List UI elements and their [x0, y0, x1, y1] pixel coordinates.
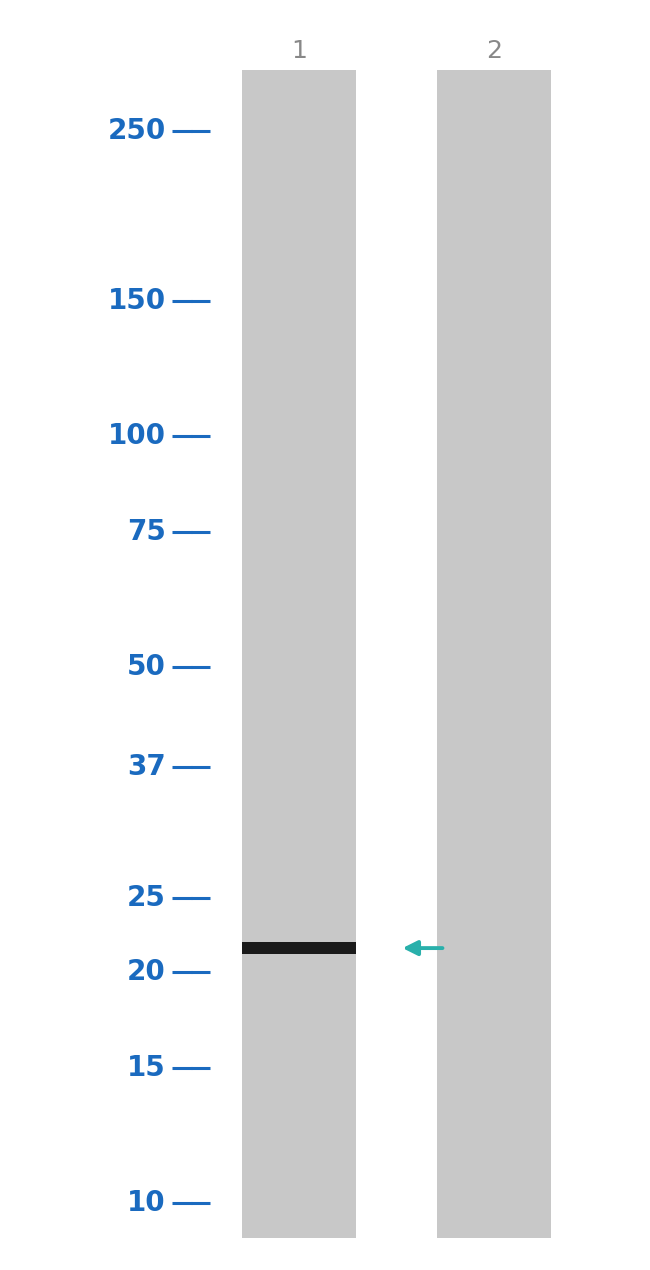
- Text: 10: 10: [127, 1189, 166, 1217]
- Bar: [242, 942, 356, 955]
- Text: 37: 37: [127, 753, 166, 781]
- Text: 150: 150: [108, 287, 166, 315]
- Text: 1: 1: [291, 39, 307, 64]
- Text: 75: 75: [127, 518, 166, 546]
- Text: 100: 100: [108, 422, 166, 450]
- Bar: [437, 70, 551, 1238]
- Text: 2: 2: [486, 39, 502, 64]
- Text: 20: 20: [127, 958, 166, 987]
- Bar: [242, 70, 356, 1238]
- Text: 15: 15: [127, 1054, 166, 1082]
- Text: 50: 50: [127, 653, 166, 681]
- Text: 250: 250: [107, 117, 166, 145]
- Text: 25: 25: [127, 884, 166, 912]
